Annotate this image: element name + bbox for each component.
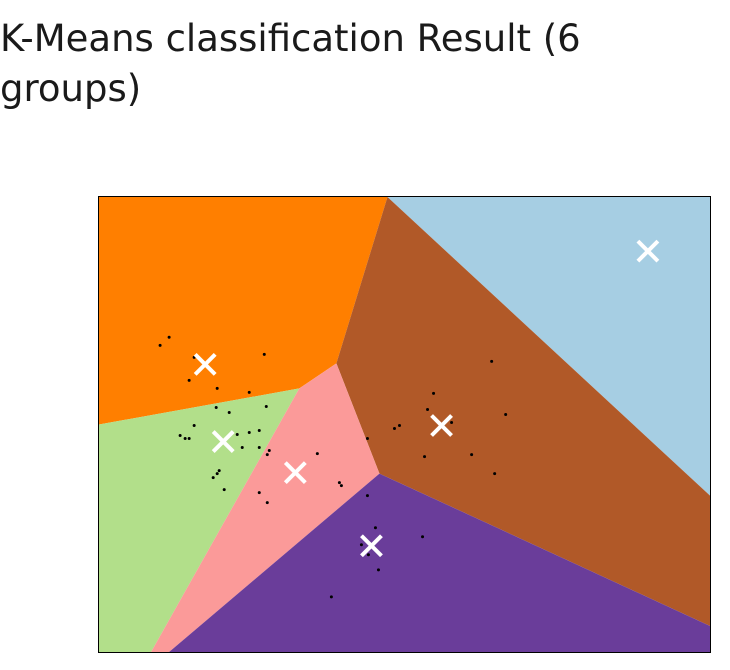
data-point	[359, 543, 363, 547]
data-point	[262, 352, 266, 356]
region-brown	[336, 197, 710, 626]
plot-frame	[98, 196, 711, 653]
data-point	[423, 455, 427, 459]
data-point	[264, 404, 268, 408]
data-point	[247, 431, 251, 435]
data-point	[247, 390, 251, 394]
data-point	[257, 491, 261, 495]
data-point	[493, 472, 497, 476]
data-point	[215, 472, 219, 476]
data-point	[217, 469, 221, 473]
chart-title: K-Means classification Result (6 groups)	[0, 17, 581, 110]
data-point	[392, 427, 396, 431]
data-point	[450, 420, 454, 424]
data-point	[470, 453, 474, 457]
data-point	[183, 437, 187, 441]
data-point	[267, 449, 271, 453]
data-point	[215, 386, 219, 390]
data-point	[211, 476, 215, 480]
centroid-marker	[360, 534, 383, 558]
decision-regions	[99, 197, 711, 652]
data-point	[337, 481, 341, 485]
data-point	[373, 526, 377, 530]
data-point	[376, 568, 380, 572]
data-point	[315, 452, 319, 456]
data-point	[365, 494, 369, 498]
data-point	[339, 484, 343, 488]
data-point	[187, 437, 191, 441]
region-pink	[151, 363, 380, 652]
data-point	[192, 424, 196, 428]
centroid-marker	[636, 239, 660, 263]
data-point	[490, 359, 494, 363]
data-point	[167, 335, 171, 339]
data-point	[187, 378, 191, 382]
region-orange	[99, 197, 388, 425]
data-point	[432, 391, 436, 395]
data-point	[178, 434, 182, 438]
region-green	[99, 388, 300, 652]
data-point	[366, 553, 370, 557]
data-point	[257, 429, 261, 433]
region-purple	[169, 473, 711, 652]
centroid-marker	[430, 414, 453, 437]
data-point	[222, 488, 226, 492]
data-point	[397, 424, 401, 428]
data-point	[504, 412, 508, 416]
data-point	[158, 343, 162, 347]
data-point	[265, 453, 269, 457]
data-point	[214, 405, 218, 409]
centroid-marker	[211, 430, 235, 453]
centroid-marker	[193, 352, 217, 376]
data-point	[421, 535, 425, 539]
centroid-marker	[283, 461, 307, 485]
data-point	[257, 446, 261, 450]
data-point	[227, 410, 231, 414]
data-point	[265, 501, 269, 505]
data-points	[158, 335, 508, 599]
data-point	[235, 433, 239, 437]
centroid-markers	[193, 239, 660, 558]
data-point	[329, 595, 333, 599]
data-point	[426, 407, 430, 411]
data-point	[240, 446, 244, 450]
data-point	[365, 437, 369, 441]
